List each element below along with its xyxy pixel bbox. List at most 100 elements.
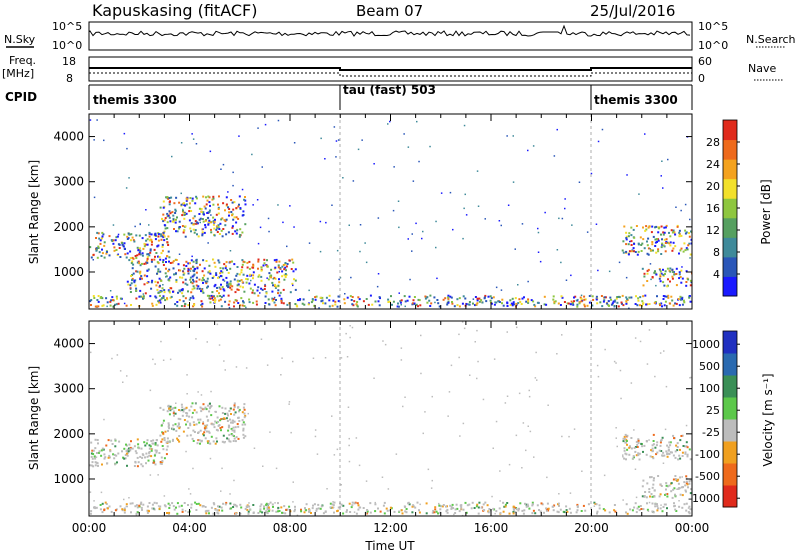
echo-cell [180,403,183,406]
echo-cell [351,501,354,504]
echo-cell [506,502,509,504]
echo-cell [213,234,216,237]
echo-cell [349,295,352,298]
echo-cell [214,410,217,413]
echo-cell [531,501,534,504]
echo-cell [190,281,192,284]
echo-cell [134,450,137,453]
echo-cell [166,221,169,224]
echo-cell [688,295,691,297]
noise-cell [527,425,529,427]
echo-cell [94,305,97,308]
echo-cell [112,239,115,242]
echo-cell [319,296,322,299]
echo-cell [158,299,161,302]
echo-cell [478,297,481,300]
echo-cell [155,296,158,299]
echo-cell [259,510,262,513]
x-tick-label: 04:00 [172,521,207,535]
echo-cell [652,479,655,482]
echo-cell [163,289,166,292]
noise-cell [239,512,242,515]
noise-cell [597,375,600,378]
echo-cell [187,504,189,506]
echo-cell [154,295,157,298]
echo-cell [211,277,214,279]
echo-cell [176,502,179,505]
echo-cell [236,288,239,291]
echo-cell [687,278,690,281]
echo-cell [665,240,668,243]
echo-cell [411,511,414,514]
echo-cell [161,297,164,300]
echo-cell [199,406,202,409]
echo-cell [675,510,678,512]
echo-cell [265,503,268,506]
echo-cell [210,506,213,509]
echo-cell [197,502,200,505]
noise-cell [214,410,216,413]
echo-cell [230,199,233,201]
echo-cell [636,304,639,307]
echo-cell [417,298,420,301]
echo-cell [664,270,667,273]
echo-cell [95,506,98,509]
echo-cell [264,295,267,298]
echo-cell [528,507,531,510]
echo-cell [683,481,686,484]
echo-cell [518,507,520,510]
noise-cell [314,435,317,438]
echo-cell [205,408,208,411]
echo-cell [625,237,628,239]
echo-cell [203,267,206,270]
echo-cell [664,273,666,275]
echo-cell [135,257,138,259]
echo-cell [226,437,229,440]
noise-cell [280,374,282,376]
echo-cell [110,239,113,242]
noise-cell [463,207,465,210]
echo-cell [116,297,118,300]
echo-cell [191,402,194,405]
echo-cell [512,510,515,513]
echo-cell [203,213,205,216]
noise-cell [655,284,657,287]
echo-cell [131,236,134,239]
noise-cell [400,347,403,349]
echo-cell [134,505,137,508]
echo-cell [106,301,109,304]
echo-cell [98,251,101,254]
echo-cell [233,429,236,432]
echo-cell [189,278,192,281]
echo-cell [219,427,222,429]
echo-cell [233,437,236,440]
noise-cell [337,139,340,141]
echo-cell [684,451,687,454]
echo-cell [453,305,456,308]
noise-cell [220,490,222,492]
echo-cell [175,506,177,509]
echo-cell [600,295,603,297]
echo-cell [664,242,667,244]
echo-cell [172,214,175,217]
noise-cell [245,367,248,369]
echo-cell [508,512,511,515]
echo-cell [225,204,228,207]
echo-cell [220,270,223,273]
echo-cell [172,267,175,270]
noise-cell [539,260,542,263]
noise-cell [221,467,223,470]
echo-cell [613,509,616,512]
echo-cell [456,507,459,510]
echo-cell [136,246,139,249]
echo-cell [286,263,289,265]
echo-cell [225,261,228,264]
echo-cell [661,454,664,457]
echo-cell [602,508,605,511]
echo-cell [146,243,149,246]
noise-cell [235,366,238,368]
noise-cell [404,396,406,398]
noise-cell [355,437,358,439]
echo-cell [198,287,201,290]
echo-cell [387,298,390,301]
